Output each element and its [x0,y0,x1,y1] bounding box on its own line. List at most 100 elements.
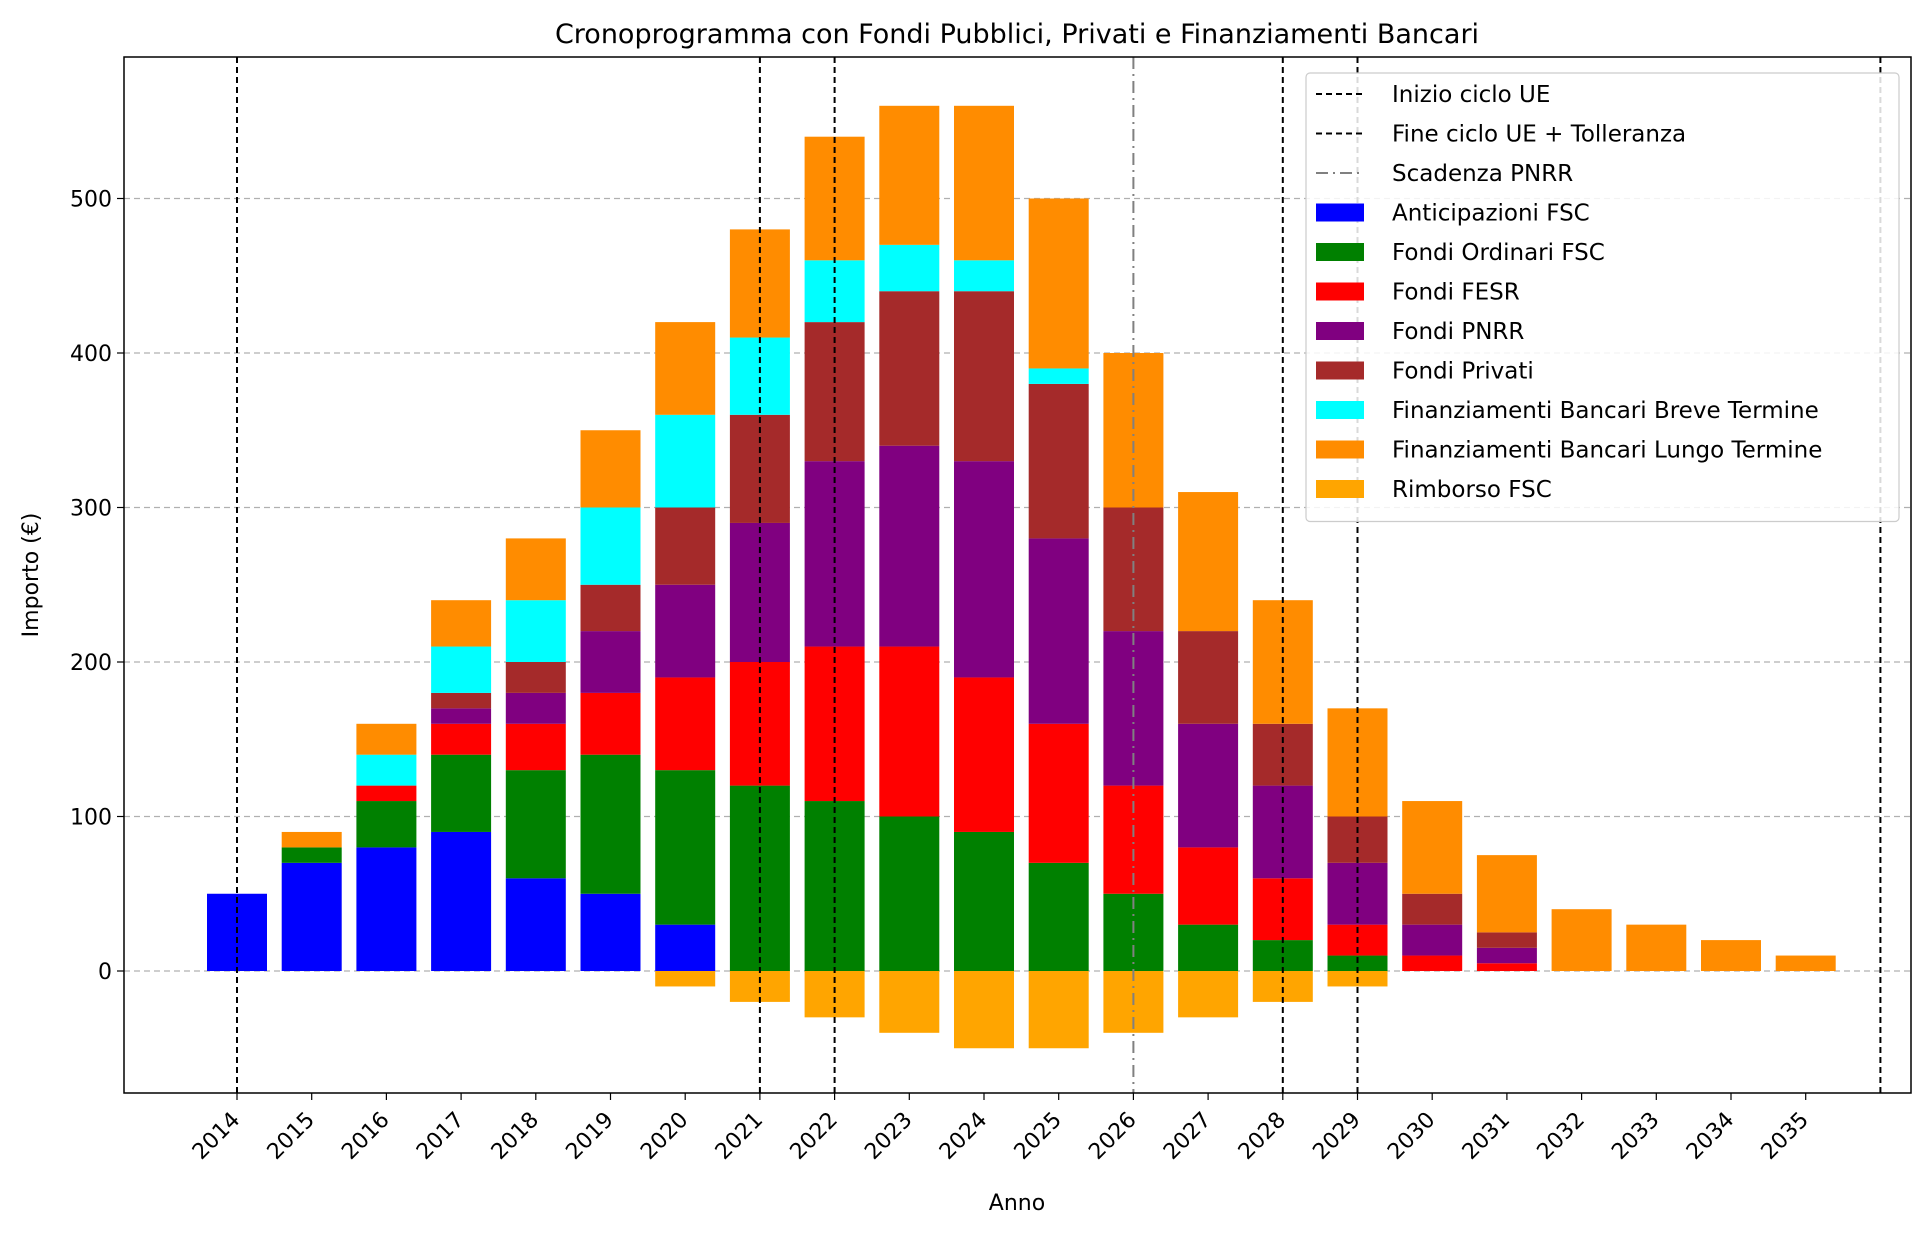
y-tick-label: 100 [70,806,112,831]
bar [1028,383,1089,539]
bar [431,754,492,832]
legend-swatch [1316,203,1364,222]
bar [879,244,940,292]
bar [954,831,1014,971]
bar [1476,963,1537,971]
legend-label: Finanziamenti Bancari Breve Termine [1392,398,1819,424]
legend-label: Fondi Privati [1392,359,1534,385]
bar [580,631,641,693]
bar [356,723,417,755]
x-axis-label: Anno [989,1191,1045,1216]
bar [879,445,940,647]
legend-label: Finanziamenti Bancari Lungo Termine [1392,438,1822,464]
bar [804,801,865,971]
bar [1252,940,1313,971]
bar [655,584,716,678]
bar [1178,631,1239,724]
legend-label: Inizio ciclo UE [1392,82,1550,108]
y-axis: 0 100 200 300 400 500 [70,188,124,985]
legend-swatch [1316,440,1364,459]
bar [954,291,1014,462]
bar [431,646,492,693]
y-axis-label: Importo (€) [19,513,44,638]
bar [505,770,566,879]
bar [431,723,492,755]
bar [356,847,417,971]
bar [655,770,716,925]
bar [431,708,492,724]
bar [431,831,492,971]
bar [281,831,342,848]
bar [1178,971,1239,1018]
bar [1476,947,1537,964]
bar [580,754,641,894]
bar [356,801,417,848]
bar [879,105,940,245]
bar [1028,368,1089,384]
bar [580,893,641,971]
bar [580,507,641,585]
bar [1327,955,1388,971]
bar [954,461,1014,678]
bar [1028,971,1089,1049]
y-tick-label: 200 [70,651,112,676]
bar [1701,940,1761,971]
bar [1327,862,1388,925]
bar [879,971,940,1033]
bar [505,723,566,771]
bar [655,414,716,508]
bar [954,677,1014,832]
bar [655,971,716,987]
bar [356,785,417,802]
bar [729,971,790,1002]
bar [1178,492,1239,632]
chart-title: Cronoprogramma con Fondi Pubblici, Priva… [555,19,1479,50]
bar [879,816,940,971]
bar [505,600,566,662]
legend-label: Scadenza PNRR [1392,161,1573,187]
bar [431,692,492,709]
bar [1551,909,1612,971]
bar [1028,198,1089,369]
bar [580,692,641,755]
bar [655,507,716,585]
bar [879,291,940,446]
bar [431,600,492,647]
legend-label: Fondi PNRR [1392,319,1524,345]
legend-swatch [1316,243,1364,261]
legend-swatch [1316,401,1364,419]
legend-swatch [1316,322,1364,340]
bar [954,260,1014,292]
bar [505,692,566,724]
bar [1402,955,1463,971]
bar [1178,847,1239,925]
bar [1028,723,1089,863]
legend-label: Fondi FESR [1392,280,1520,306]
bar [1476,932,1537,948]
legend-swatch [1316,480,1364,498]
bar [1252,971,1313,1002]
bar [1402,801,1463,894]
y-tick-label: 500 [70,188,112,213]
bar [954,971,1014,1049]
bar [954,105,1014,261]
plot-frame [123,56,1912,1094]
legend-swatch [1316,361,1364,380]
bar [1252,723,1313,786]
bar [1028,538,1089,724]
bar [281,862,342,971]
y-tick-label: 0 [98,960,112,985]
bar [505,662,566,693]
bar [505,878,566,971]
bar [1178,723,1239,848]
bar [655,924,716,971]
bar [879,646,940,817]
bar [655,322,716,415]
y-tick-label: 300 [70,497,112,522]
bar [580,430,641,508]
bar [1028,862,1089,971]
legend: Inizio ciclo UE Fine ciclo UE + Tolleranz… [1305,72,1900,523]
bar [505,538,566,601]
legend-label: Rimborso FSC [1392,477,1552,503]
